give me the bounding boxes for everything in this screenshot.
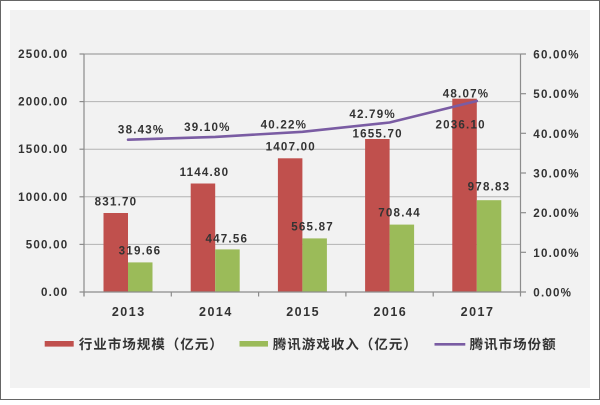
svg-text:565.87: 565.87: [291, 221, 334, 234]
svg-text:708.44: 708.44: [378, 207, 421, 220]
svg-text:2000.00: 2000.00: [18, 96, 68, 109]
svg-text:10.00%: 10.00%: [533, 247, 580, 260]
svg-text:2015: 2015: [286, 305, 320, 319]
svg-text:20.00%: 20.00%: [533, 207, 580, 220]
svg-text:319.66: 319.66: [119, 244, 162, 257]
svg-text:2500.00: 2500.00: [18, 48, 68, 61]
svg-text:0.00%: 0.00%: [533, 287, 572, 300]
svg-text:39.10%: 39.10%: [184, 121, 231, 134]
svg-text:48.07%: 48.07%: [443, 88, 490, 101]
svg-text:30.00%: 30.00%: [533, 168, 580, 181]
svg-text:2014: 2014: [199, 305, 233, 319]
svg-text:2016: 2016: [373, 305, 407, 319]
svg-text:978.83: 978.83: [468, 181, 511, 194]
svg-text:1000.00: 1000.00: [18, 191, 68, 204]
svg-text:500.00: 500.00: [26, 238, 69, 251]
svg-text:40.22%: 40.22%: [261, 119, 308, 132]
svg-text:1407.00: 1407.00: [266, 141, 316, 154]
svg-text:2036.10: 2036.10: [435, 118, 485, 131]
svg-text:40.00%: 40.00%: [533, 128, 580, 141]
svg-text:0.00: 0.00: [41, 286, 68, 299]
svg-text:42.79%: 42.79%: [349, 108, 396, 121]
svg-text:1655.70: 1655.70: [352, 127, 402, 140]
svg-text:831.70: 831.70: [95, 196, 138, 209]
svg-text:38.43%: 38.43%: [118, 123, 165, 136]
svg-text:1144.80: 1144.80: [180, 166, 230, 179]
svg-text:2017: 2017: [461, 305, 495, 319]
svg-text:447.56: 447.56: [205, 232, 248, 245]
svg-text:50.00%: 50.00%: [533, 88, 580, 101]
svg-text:60.00%: 60.00%: [533, 49, 580, 62]
svg-text:2013: 2013: [112, 305, 146, 319]
svg-text:1500.00: 1500.00: [18, 143, 68, 156]
